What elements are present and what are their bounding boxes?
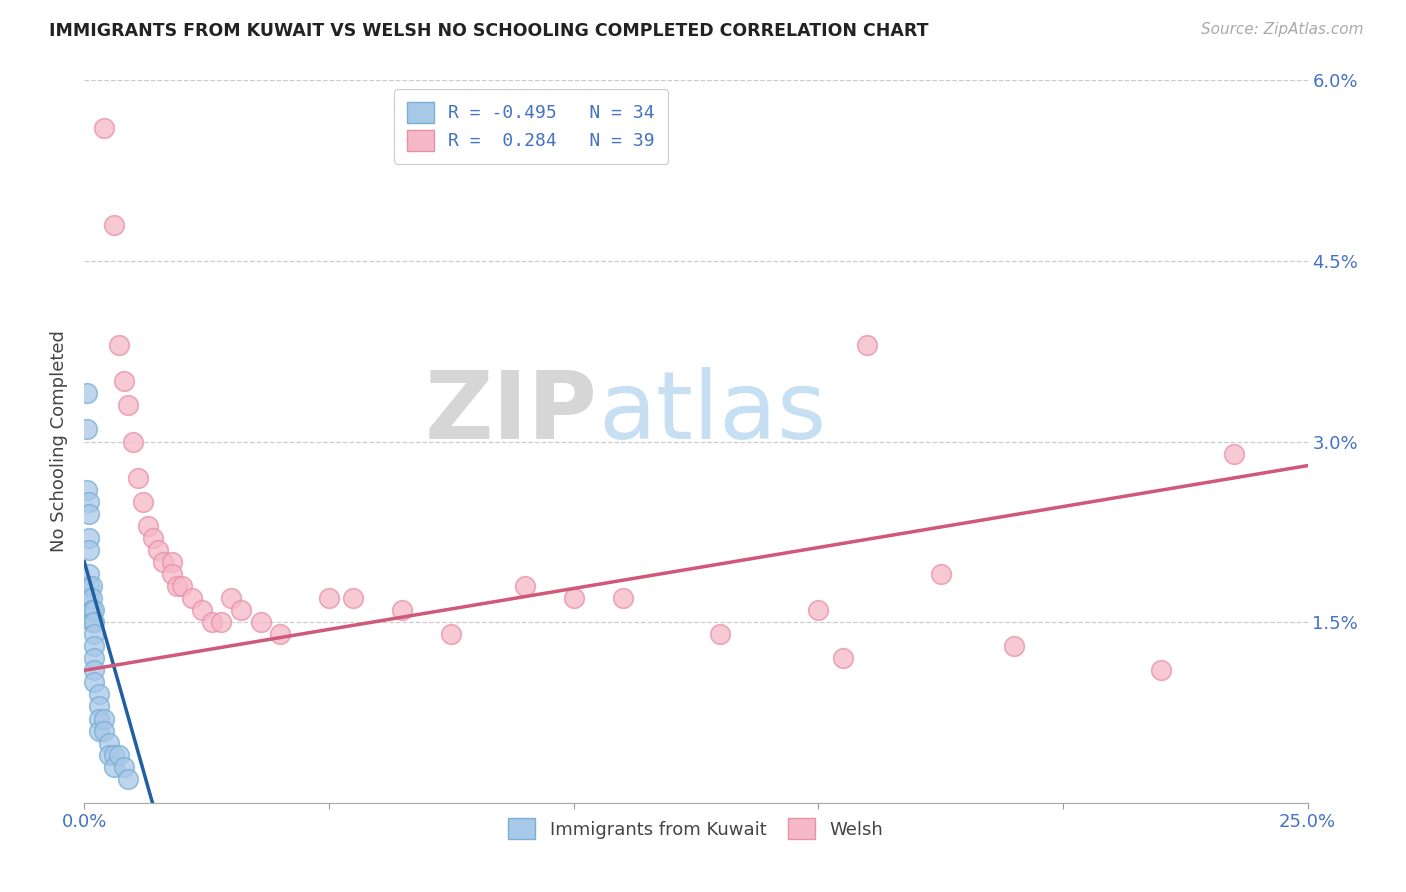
- Point: [929, 567, 952, 582]
- Point: [77, 567, 100, 582]
- Point: [77, 591, 100, 605]
- Point: [83, 675, 105, 690]
- Point: [831, 651, 853, 665]
- Point: [191, 603, 214, 617]
- Text: atlas: atlas: [598, 367, 827, 458]
- Point: [87, 712, 110, 726]
- Point: [856, 338, 879, 352]
- Point: [152, 555, 174, 569]
- Point: [76, 422, 98, 436]
- Point: [76, 386, 98, 401]
- Point: [162, 555, 184, 569]
- Point: [87, 687, 110, 701]
- Point: [93, 723, 115, 738]
- Y-axis label: No Schooling Completed: No Schooling Completed: [51, 331, 69, 552]
- Point: [77, 507, 100, 521]
- Point: [83, 651, 105, 665]
- Point: [83, 664, 105, 678]
- Point: [87, 723, 110, 738]
- Point: [1150, 664, 1173, 678]
- Point: [77, 531, 100, 545]
- Point: [229, 603, 252, 617]
- Legend: Immigrants from Kuwait, Welsh: Immigrants from Kuwait, Welsh: [499, 809, 893, 848]
- Point: [103, 760, 125, 774]
- Point: [77, 494, 100, 508]
- Point: [1223, 446, 1246, 460]
- Point: [77, 579, 100, 593]
- Point: [107, 338, 129, 352]
- Point: [209, 615, 232, 630]
- Text: ZIP: ZIP: [425, 367, 598, 458]
- Point: [93, 121, 115, 136]
- Point: [80, 615, 103, 630]
- Point: [391, 603, 413, 617]
- Point: [181, 591, 204, 605]
- Point: [162, 567, 184, 582]
- Point: [127, 470, 149, 484]
- Point: [1002, 639, 1025, 653]
- Point: [83, 615, 105, 630]
- Point: [219, 591, 242, 605]
- Point: [83, 603, 105, 617]
- Point: [132, 494, 155, 508]
- Point: [612, 591, 634, 605]
- Point: [97, 735, 120, 749]
- Point: [117, 772, 139, 786]
- Point: [440, 627, 463, 641]
- Point: [172, 579, 194, 593]
- Point: [112, 760, 135, 774]
- Point: [136, 518, 159, 533]
- Point: [122, 434, 145, 449]
- Point: [83, 639, 105, 653]
- Point: [103, 218, 125, 232]
- Point: [87, 699, 110, 714]
- Point: [83, 627, 105, 641]
- Point: [93, 712, 115, 726]
- Point: [103, 747, 125, 762]
- Point: [562, 591, 585, 605]
- Point: [112, 374, 135, 388]
- Point: [200, 615, 222, 630]
- Point: [513, 579, 536, 593]
- Point: [80, 579, 103, 593]
- Point: [166, 579, 188, 593]
- Point: [318, 591, 340, 605]
- Point: [709, 627, 731, 641]
- Point: [142, 531, 165, 545]
- Text: IMMIGRANTS FROM KUWAIT VS WELSH NO SCHOOLING COMPLETED CORRELATION CHART: IMMIGRANTS FROM KUWAIT VS WELSH NO SCHOO…: [49, 22, 929, 40]
- Point: [77, 542, 100, 557]
- Point: [80, 591, 103, 605]
- Point: [146, 542, 169, 557]
- Point: [107, 747, 129, 762]
- Point: [76, 483, 98, 497]
- Point: [97, 747, 120, 762]
- Point: [80, 603, 103, 617]
- Point: [807, 603, 830, 617]
- Point: [249, 615, 271, 630]
- Point: [117, 398, 139, 412]
- Point: [342, 591, 364, 605]
- Text: Source: ZipAtlas.com: Source: ZipAtlas.com: [1201, 22, 1364, 37]
- Point: [269, 627, 291, 641]
